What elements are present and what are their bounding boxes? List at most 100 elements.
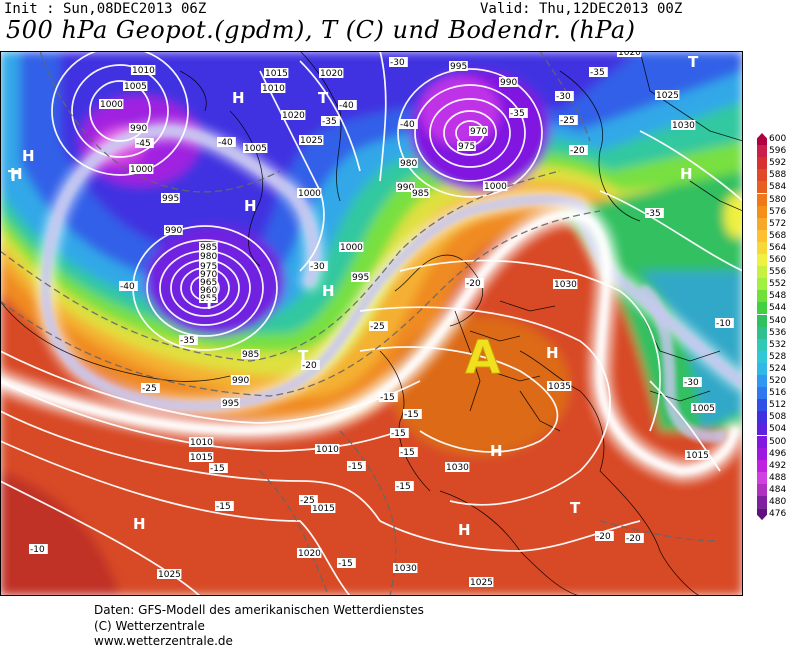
high-pressure-marker: H: [680, 165, 693, 183]
legend-entry: 492: [753, 459, 790, 472]
isobar-label: 995: [449, 61, 468, 72]
isobar-label-box: [655, 90, 680, 100]
legend-value: 552: [769, 279, 787, 290]
isotherm-label: -40: [217, 137, 236, 148]
isobar-label-box: [221, 398, 240, 408]
isobar-label-text: 955: [200, 294, 217, 304]
isobar-label-box: [161, 193, 180, 203]
isotherm-label: -20: [595, 531, 614, 542]
isotherm-label-box: [337, 558, 356, 568]
isotherm-label-text: -25: [560, 116, 575, 126]
isobar-label-text: 985: [200, 243, 217, 253]
legend-swatch: [757, 496, 767, 508]
isobar-label: 970: [199, 269, 218, 280]
isobar-label-text: 1000: [298, 189, 321, 199]
legend-entry: 480: [753, 496, 790, 508]
legend-swatch: [757, 338, 767, 351]
isobar-label-box: [499, 77, 518, 87]
legend-value: 484: [769, 484, 787, 495]
isotherm-label: -15: [403, 409, 422, 420]
isobar-label: 1000: [339, 242, 364, 253]
legend-entry: 524: [753, 362, 790, 375]
isobar-label-box: [189, 452, 214, 462]
isotherm-label-box: [299, 495, 318, 505]
isobar-label: 1005: [691, 403, 716, 414]
legend-value: 532: [769, 339, 787, 350]
isobar-label-box: [547, 381, 572, 391]
legend-swatch: [757, 362, 767, 375]
isotherm-label: -15: [390, 428, 409, 439]
init-time: Init : Sun,08DEC2013 06Z: [4, 1, 207, 17]
legend-swatch: [757, 411, 767, 424]
isotherm-label: -25: [559, 115, 578, 126]
isobar-label-box: [129, 164, 154, 174]
isobar-label-text: 995: [162, 194, 179, 204]
isotherm-label-box: [595, 531, 614, 541]
isotherm-label-box: [555, 91, 574, 101]
legend-value: 528: [769, 351, 787, 362]
legend-entry: 560: [753, 254, 790, 266]
legend-value: 524: [769, 363, 787, 374]
temperature-labels: -40-45-40-35 -40-30-35-30-25-35-20-35-40-…: [29, 57, 734, 569]
isobar-label-text: 990: [397, 183, 414, 193]
pressure-labels: 1010100510009901000995990101510101020102…: [99, 51, 716, 588]
isotherm-label-text: -20: [302, 361, 317, 371]
isotherm-label-box: [369, 321, 388, 331]
isobar-label-box: [671, 120, 696, 130]
low-pressure-marker: T: [8, 167, 19, 185]
isobar-label-text: 985: [412, 189, 429, 199]
legend-swatch: [757, 278, 767, 291]
isobar-label-box: [339, 242, 364, 252]
isotherm-label-text: -35: [590, 68, 605, 78]
isobar-label-text: 980: [400, 159, 417, 169]
isotherm-label: -35: [589, 67, 608, 78]
legend-entry: 552: [753, 278, 790, 291]
legend-value: 592: [769, 158, 787, 169]
isobar-label: 985: [411, 188, 430, 199]
legend-entry: 496: [753, 447, 790, 460]
legend-entry: 476: [753, 508, 790, 521]
isobar-label: 1000: [99, 99, 124, 110]
isotherm-label: -15: [215, 501, 234, 512]
low-pressure-marker: T: [688, 53, 699, 71]
isobar-label-box: [261, 83, 286, 93]
isobar-label-box: [157, 569, 182, 579]
isobar-label-box: [189, 437, 214, 447]
legend-value: 496: [769, 448, 787, 459]
legend-swatch: [757, 350, 767, 363]
isobar-label-box: [315, 444, 340, 454]
legend-entry: 528: [753, 350, 790, 363]
isotherm-label-box: [395, 481, 414, 491]
isotherm-label-text: -25: [300, 496, 315, 506]
legend-entry: 576: [753, 205, 790, 218]
legend-entry: 504: [753, 423, 790, 436]
isotherm-label-box: [403, 409, 422, 419]
legend-swatch: [757, 314, 767, 327]
isobar-label-text: 1030: [446, 463, 469, 473]
legend-entry: 540: [753, 314, 790, 327]
isotherm-label-box: [119, 281, 138, 291]
isotherm-label-text: -30: [390, 58, 405, 68]
isotherm-label: -45: [135, 138, 154, 149]
low-pressure-marker: T: [570, 499, 581, 517]
isotherm-label-box: [347, 461, 366, 471]
legend-value: 580: [769, 194, 787, 205]
isobar-label-text: 985: [242, 350, 259, 360]
isotherm-label: -20: [625, 533, 644, 544]
legend-value: 584: [769, 182, 787, 193]
isobar-label-text: 1010: [262, 84, 285, 94]
isobar-label-box: [199, 269, 218, 279]
isobar-label: 970: [469, 126, 488, 137]
isotherm-label-text: -10: [30, 545, 45, 555]
legend-swatch: [757, 254, 767, 266]
isotherm-label: -40: [119, 281, 138, 292]
isobar-label-box: [297, 548, 322, 558]
isobar-label: 985: [241, 349, 260, 360]
isobar-label-text: 1015: [312, 504, 335, 514]
legend-entry: 544: [753, 302, 790, 315]
legend-entry: 568: [753, 229, 790, 242]
isobar-label-text: 1010: [190, 438, 213, 448]
isobar-label-text: 1025: [300, 136, 323, 146]
isobar-label-text: 1025: [656, 91, 679, 101]
